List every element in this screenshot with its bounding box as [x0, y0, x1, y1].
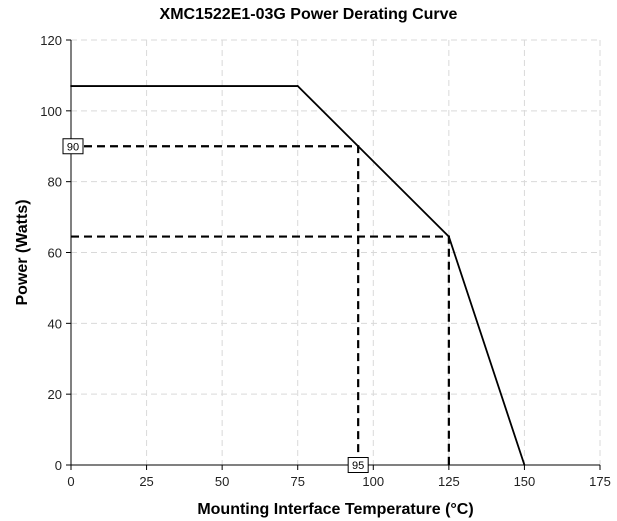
data-point-0-4 [523, 464, 526, 466]
x-tick-label-5: 125 [438, 474, 460, 489]
x-tick-label-7: 175 [589, 474, 611, 489]
y-tick-label-0: 0 [55, 458, 62, 473]
x-tick-label-4: 100 [362, 474, 384, 489]
reference-line-0 [71, 145, 360, 465]
x-tick-label-3: 75 [290, 474, 304, 489]
x-axis-title: Mounting Interface Temperature (°C) [197, 501, 473, 518]
y-tick-label-3: 60 [48, 246, 62, 261]
data-point-0-2 [357, 145, 360, 148]
reference-line-1 [71, 235, 450, 465]
y-axis-title: Power (Watts) [14, 199, 31, 305]
x-tick-label-1: 25 [139, 474, 153, 489]
x-tick-label-6: 150 [514, 474, 536, 489]
y-tick-label-2: 40 [48, 316, 62, 331]
y-tick-label-6: 120 [40, 33, 62, 48]
annotation-box-0 [62, 138, 84, 155]
x-tick-label-2: 50 [215, 474, 229, 489]
annotation-label-0: 90 [67, 141, 79, 153]
data-point-0-1 [296, 85, 299, 87]
y-tick-label-1: 20 [48, 387, 62, 402]
chart-title: XMC1522E1-03G Power Derating Curve [159, 6, 458, 23]
data-point-0-0 [70, 85, 72, 87]
y-tick-label-5: 100 [40, 104, 62, 119]
annotation-box-1 [347, 457, 369, 473]
annotation-label-1: 95 [352, 460, 364, 472]
y-tick-label-4: 80 [48, 175, 62, 190]
x-tick-label-0: 0 [67, 474, 74, 489]
data-point-0-3 [447, 235, 450, 238]
